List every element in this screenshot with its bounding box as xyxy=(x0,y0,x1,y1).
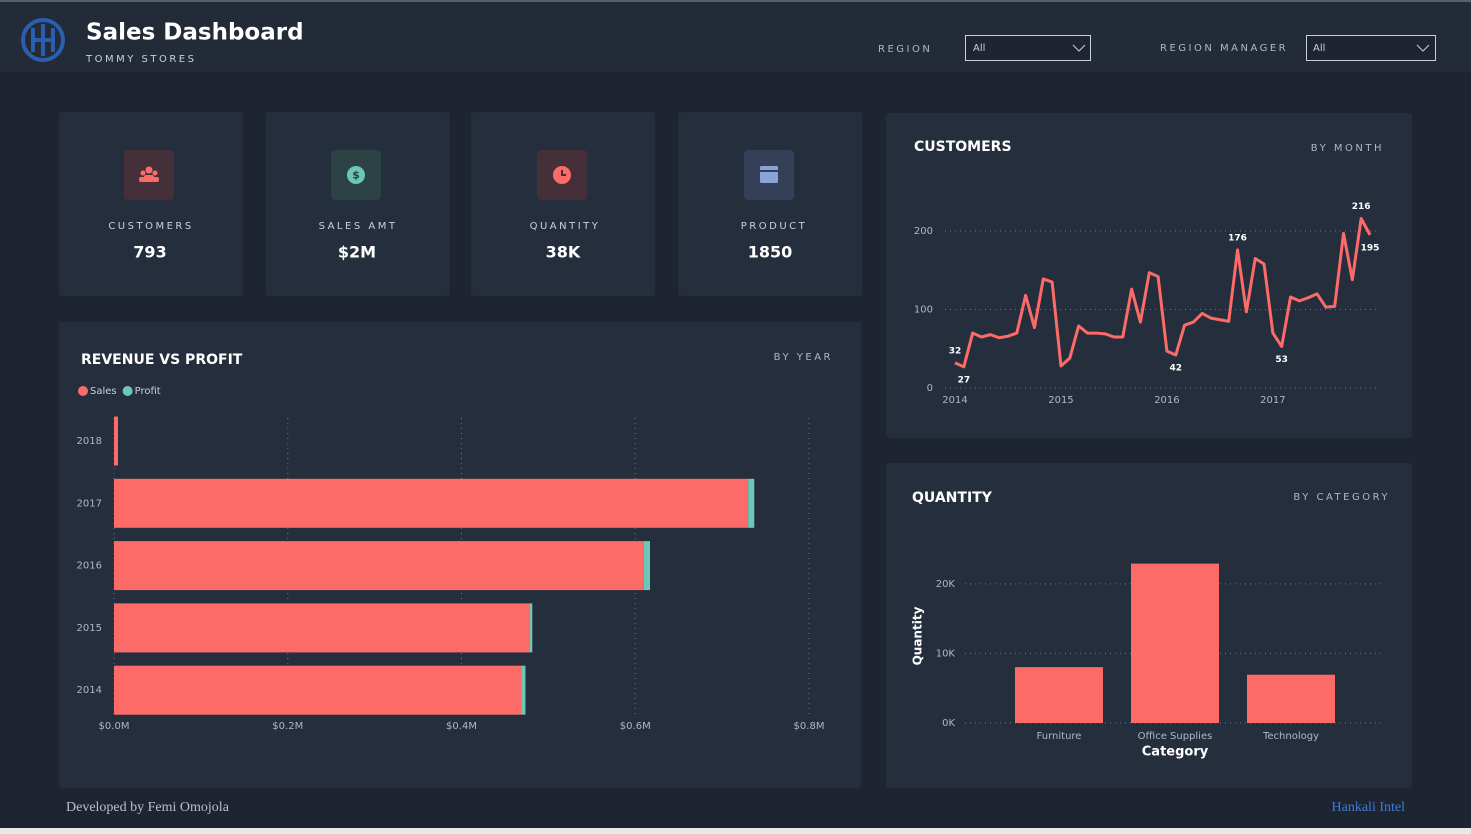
y-tick-label: 100 xyxy=(914,305,933,316)
footer-credit: Developed by Femi Omojola xyxy=(66,800,230,815)
data-label: 32 xyxy=(949,346,962,356)
y-tick-label: 2016 xyxy=(77,561,102,572)
data-label: 216 xyxy=(1352,202,1371,212)
dropdown-box[interactable] xyxy=(1306,35,1436,61)
kpi-value: $2M xyxy=(338,243,376,262)
chart-subtitle: BY CATEGORY xyxy=(1293,492,1390,503)
filter-dropdown[interactable]: All xyxy=(965,35,1091,61)
y-tick-label: 0 xyxy=(927,383,933,394)
data-label: 42 xyxy=(1169,364,1182,374)
chart-title: QUANTITY xyxy=(912,490,993,506)
kpi-card: QUANTITY 38K xyxy=(471,112,655,296)
dropdown-value[interactable]: All xyxy=(1313,43,1325,54)
footer-brand[interactable]: Hankali Intel xyxy=(1332,800,1406,815)
bar-segment xyxy=(114,665,522,715)
data-label: 176 xyxy=(1228,233,1247,243)
kpi-label: PRODUCT xyxy=(741,221,807,232)
x-tick-label: Technology xyxy=(1262,731,1319,742)
dropdown-value[interactable]: All xyxy=(973,43,985,54)
dropdown-box[interactable] xyxy=(965,35,1091,61)
y-tick-label: 0K xyxy=(942,718,955,729)
line xyxy=(954,216,1372,369)
y-tick-label: 2018 xyxy=(77,436,102,447)
bar-segment xyxy=(114,416,118,466)
chart-title: REVENUE VS PROFIT xyxy=(81,352,243,368)
x-tick-label: 2014 xyxy=(942,395,967,406)
kpi-label: SALES AMT xyxy=(319,221,398,232)
logo xyxy=(21,18,65,62)
bar-segment xyxy=(521,665,526,715)
y-tick-label: 10K xyxy=(936,648,956,659)
x-tick-label: $0.0M xyxy=(99,721,130,732)
x-tick-label: Office Supplies xyxy=(1138,731,1213,742)
kpi-label: CUSTOMERS xyxy=(108,221,193,232)
bar xyxy=(1247,674,1335,723)
bottom-border xyxy=(0,828,1471,834)
legend-swatch xyxy=(78,386,88,396)
legend-label: Sales xyxy=(90,386,117,397)
kpi-value: 38K xyxy=(546,243,581,262)
chart-title: CUSTOMERS xyxy=(914,139,1012,155)
data-label: 27 xyxy=(958,375,971,385)
bar-segment xyxy=(748,478,755,528)
header-bar xyxy=(0,0,1471,72)
dashboard-subtitle: TOMMY STORES xyxy=(85,54,196,65)
bar xyxy=(1131,563,1219,723)
x-tick-label: 2016 xyxy=(1154,395,1179,406)
bar xyxy=(1015,667,1103,723)
chevron[interactable] xyxy=(1416,44,1430,52)
y-tick-label: 2014 xyxy=(77,685,102,696)
bar-segment xyxy=(114,541,644,591)
kpi-card: $ SALES AMT $2M xyxy=(266,112,450,296)
dashboard-title: Sales Dashboard xyxy=(86,20,304,46)
x-tick-label: 2017 xyxy=(1260,395,1285,406)
filter-label: REGION xyxy=(878,44,932,55)
bar-segment xyxy=(114,603,530,653)
legend-swatch xyxy=(122,386,133,396)
bar-segment xyxy=(529,603,533,653)
data-label: 53 xyxy=(1275,355,1288,365)
chart-subtitle: BY MONTH xyxy=(1311,143,1384,154)
x-tick-label: $0.4M xyxy=(446,721,477,732)
x-tick-label: $0.6M xyxy=(620,721,651,732)
y-tick-label: 20K xyxy=(936,579,956,590)
x-tick-label: 2015 xyxy=(1048,395,1073,406)
x-tick-label: $0.2M xyxy=(272,721,303,732)
bar-segment xyxy=(643,541,651,591)
bar-segment xyxy=(114,478,749,528)
kpi-value: 793 xyxy=(133,243,166,262)
chart-subtitle: BY YEAR xyxy=(774,352,833,363)
y-tick-label: 2017 xyxy=(77,498,102,509)
top-border xyxy=(0,0,1471,2)
x-tick-label: $0.8M xyxy=(794,721,825,732)
y-tick-label: 2015 xyxy=(77,623,102,634)
x-axis-title: Category xyxy=(1142,745,1209,760)
data-label: 195 xyxy=(1361,243,1380,253)
y-axis-title: Quantity xyxy=(911,606,925,665)
chevron[interactable] xyxy=(1072,44,1086,52)
y-tick-label: 200 xyxy=(914,226,933,237)
kpi-label: QUANTITY xyxy=(530,221,601,232)
kpi-card: CUSTOMERS 793 xyxy=(59,112,243,296)
legend-label: Profit xyxy=(135,386,161,397)
kpi-card: PRODUCT 1850 xyxy=(678,112,862,296)
x-tick-label: Furniture xyxy=(1037,731,1082,742)
filter-label: REGION MANAGER xyxy=(1160,43,1288,54)
svg-text:$: $ xyxy=(352,169,360,182)
filter-dropdown[interactable]: All xyxy=(1306,35,1436,61)
kpi-value: 1850 xyxy=(748,243,793,262)
